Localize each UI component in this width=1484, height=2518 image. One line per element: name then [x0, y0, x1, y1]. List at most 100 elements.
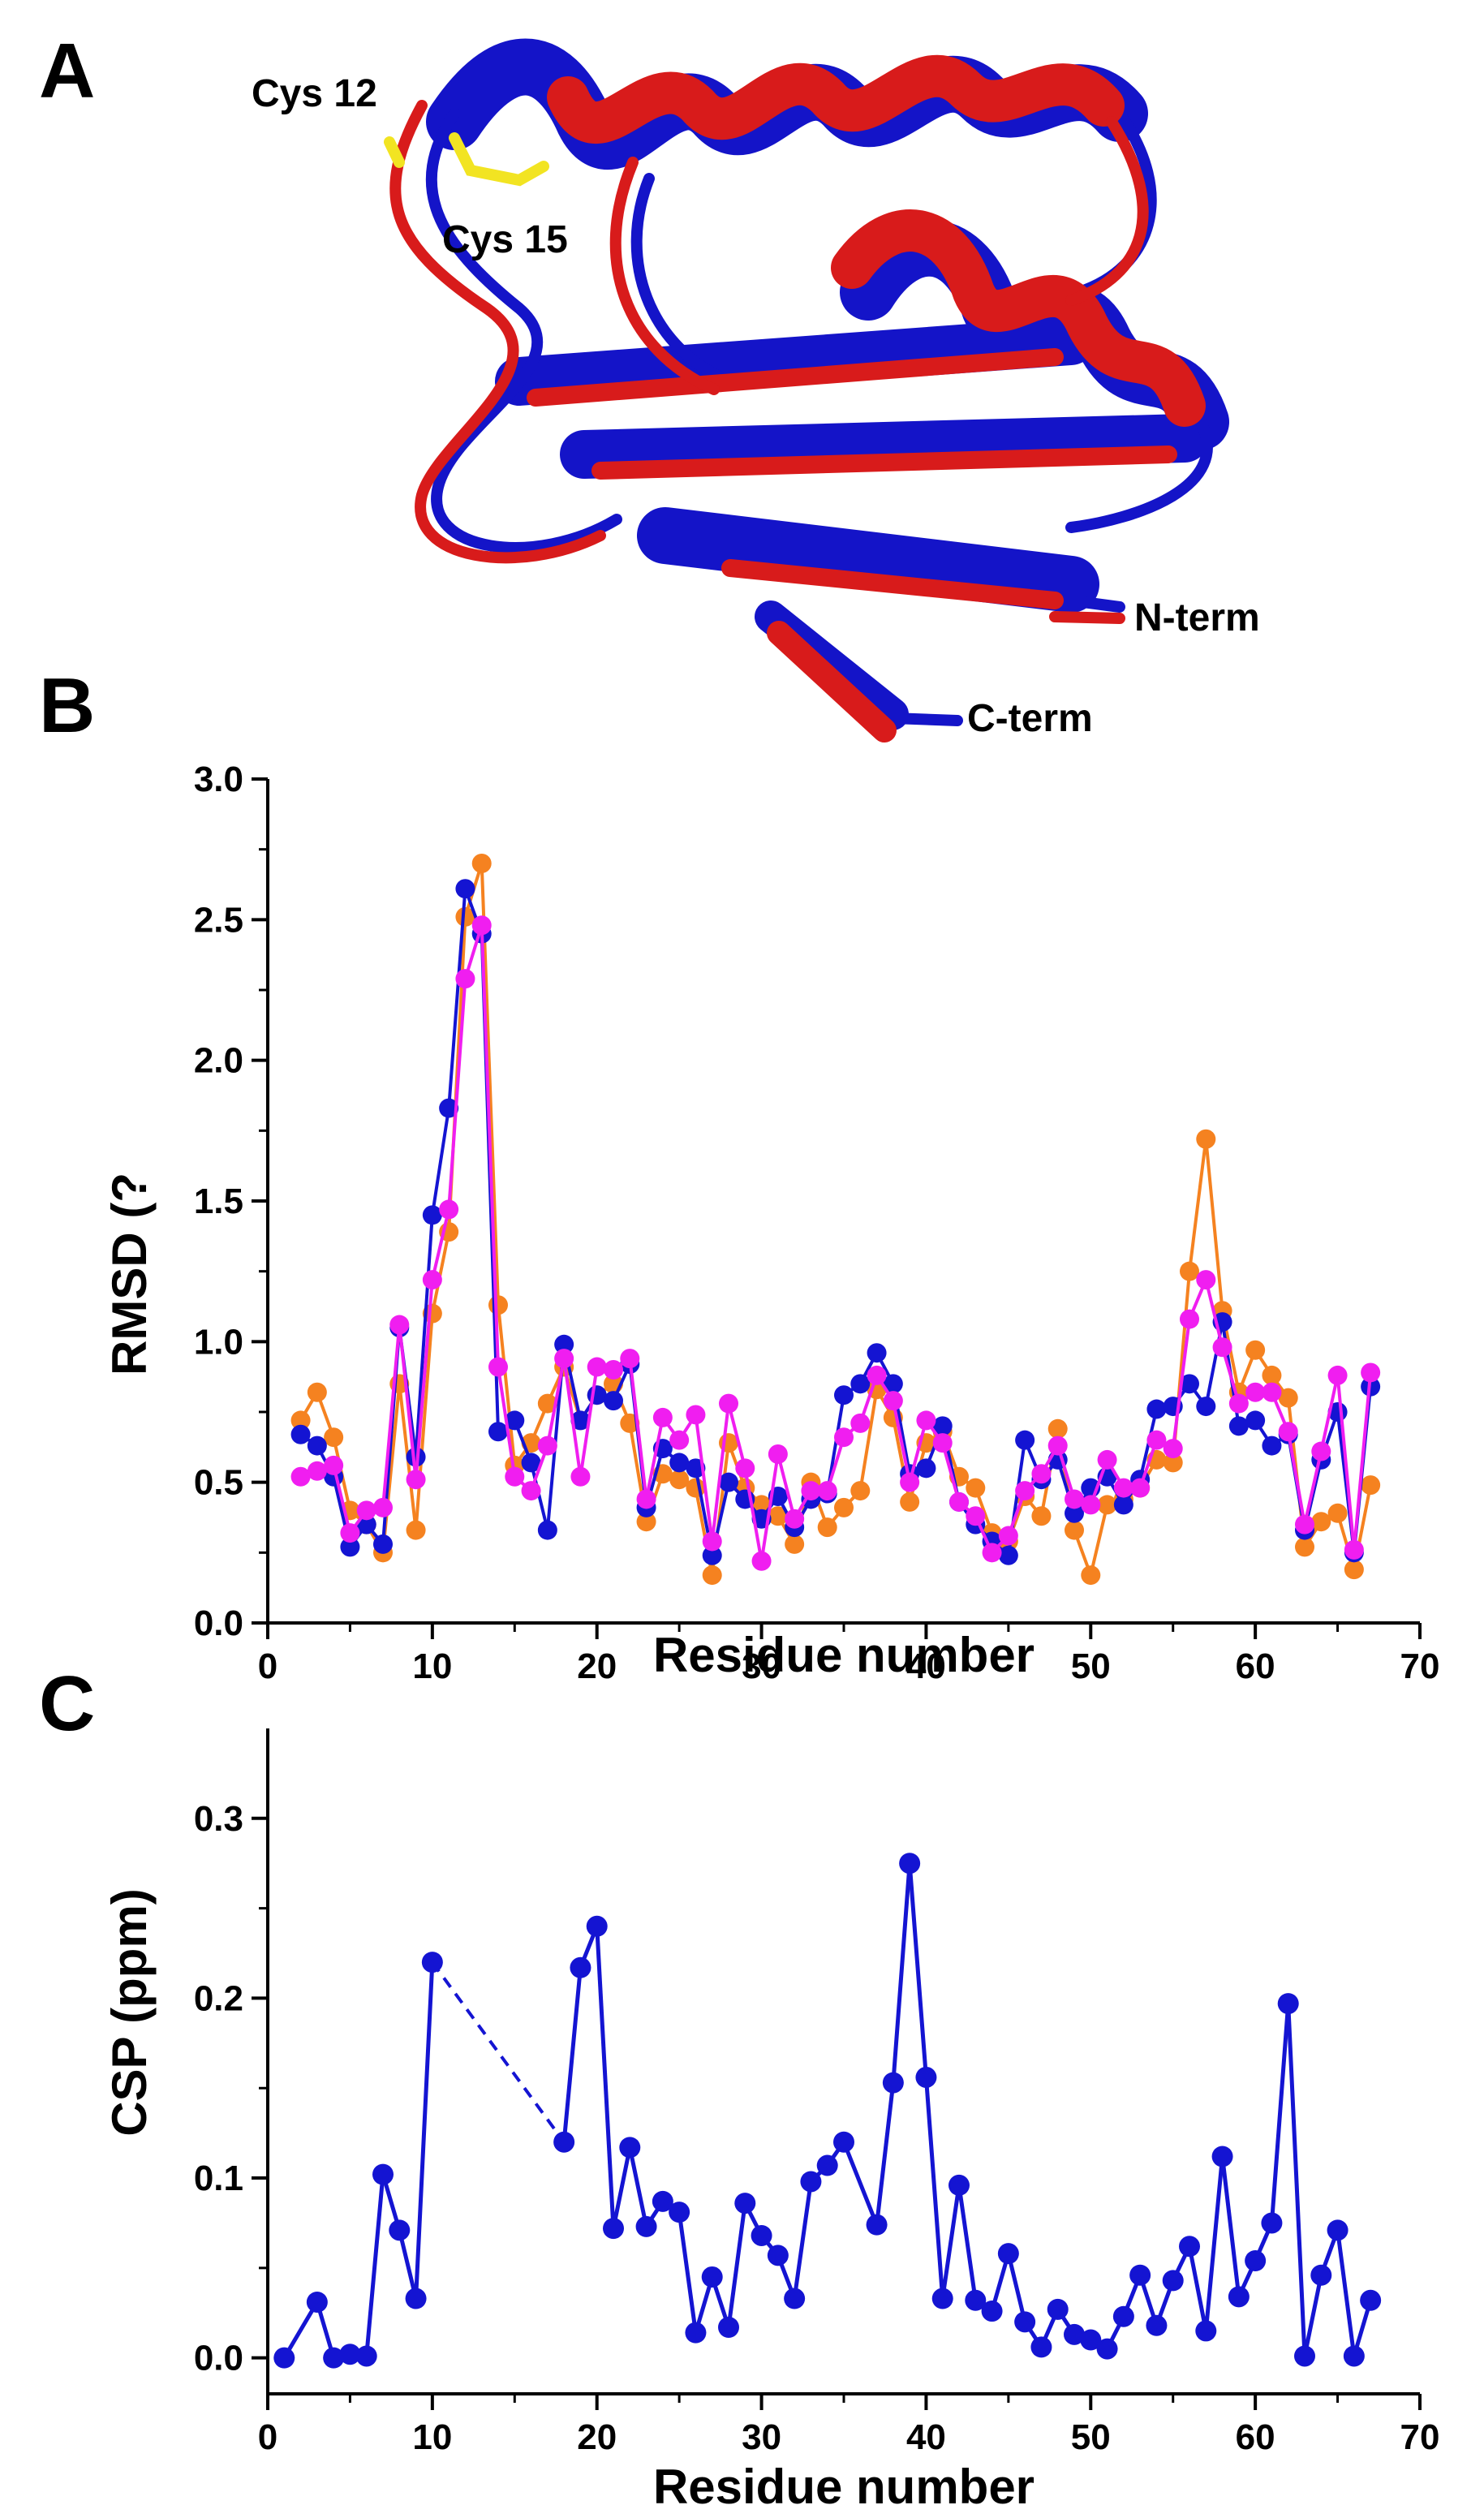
rmsd-point	[1180, 1374, 1199, 1394]
rmsd-line-segment	[447, 889, 467, 1108]
rmsd-point	[307, 1382, 327, 1402]
csp-line-segment	[923, 2077, 945, 2299]
csp-y-tick-label: 0.3	[194, 1799, 243, 1839]
rmsd-point	[785, 1509, 805, 1529]
csp-point	[899, 1853, 921, 1875]
rmsd-point	[1278, 1388, 1298, 1408]
cys12-label: Cys 12	[252, 72, 377, 115]
rmsd-line-segment	[1352, 1372, 1373, 1551]
csp-point	[1064, 2323, 1085, 2345]
rmsd-series-group	[290, 854, 1381, 1586]
rmsd-line-segment	[430, 1231, 451, 1315]
rmsd-x-axis-title: Residue number	[653, 1628, 1034, 1682]
rmsd-point	[1130, 1478, 1151, 1498]
csp-point	[1146, 2314, 1168, 2336]
csp-line-segment	[875, 2082, 896, 2225]
rmsd-point	[636, 1512, 656, 1532]
csp-line-segment	[677, 2211, 698, 2333]
csp-point	[1228, 2286, 1250, 2308]
csp-point	[553, 2131, 575, 2153]
rmsd-line-segment	[430, 1108, 451, 1216]
rmsd-y-tick-label: 0.0	[194, 1603, 243, 1643]
csp-point	[1360, 2289, 1382, 2311]
rmsd-point	[1311, 1441, 1331, 1461]
rmsd-point	[1065, 1489, 1084, 1509]
rmsd-point	[1163, 1439, 1183, 1459]
rmsd-point	[537, 1520, 557, 1540]
rmsd-line-segment	[710, 1403, 730, 1542]
rmsd-point	[834, 1497, 854, 1517]
rmsd-point	[1344, 1560, 1364, 1580]
csp-line-segment	[1187, 2245, 1208, 2331]
csp-point	[619, 2137, 641, 2159]
csp-point	[701, 2266, 723, 2288]
rmsd-line-segment	[497, 1367, 517, 1478]
csp-y-tick-label: 0.0	[194, 2339, 243, 2378]
rmsd-point	[669, 1430, 690, 1450]
rmsd-point	[373, 1497, 393, 1517]
csp-point	[784, 2288, 806, 2309]
rmsd-line-segment	[940, 1442, 961, 1503]
rmsd-point	[1065, 1503, 1084, 1523]
rmsd-point	[554, 1334, 574, 1354]
rmsd-point	[1065, 1520, 1084, 1540]
rmsd-line-segment	[1319, 1375, 1340, 1452]
rmsd-point	[1327, 1365, 1348, 1385]
rmsd-x-tick-label: 70	[1400, 1646, 1440, 1686]
csp-point	[323, 2347, 345, 2369]
rmsd-line-segment	[447, 978, 467, 1210]
rmsd-point	[620, 1349, 640, 1369]
rmsd-point	[521, 1481, 541, 1501]
rmsd-point	[604, 1360, 623, 1380]
rmsd-point	[1113, 1478, 1133, 1498]
rmsd-point	[702, 1565, 722, 1586]
rmsd-line-segment	[1188, 1138, 1208, 1272]
rmsd-series-orange	[290, 854, 1381, 1586]
rmsd-point	[406, 1470, 426, 1490]
rmsd-point	[751, 1551, 772, 1571]
csp-line-segment	[726, 2202, 747, 2328]
rmsd-x-tick-label: 40	[906, 1646, 946, 1686]
rmsd-point	[1015, 1481, 1035, 1501]
csp-line-segment	[1336, 2230, 1357, 2357]
rmsd-point	[636, 1489, 656, 1509]
rmsd-point	[801, 1481, 821, 1501]
csp-point	[751, 2224, 772, 2246]
rmsd-point	[785, 1534, 805, 1554]
rmsd-line-segment	[332, 1465, 352, 1534]
csp-line-segment	[397, 2229, 419, 2300]
rmsd-line-segment	[529, 1461, 549, 1531]
rmsd-line-segment	[1171, 1319, 1191, 1449]
csp-point	[965, 2289, 987, 2311]
csp-line-segment	[957, 2184, 978, 2301]
rmsd-line-segment	[743, 1467, 764, 1562]
rmsd-point	[834, 1385, 854, 1405]
rmsd-point	[1245, 1340, 1266, 1360]
csp-point	[1195, 2320, 1217, 2342]
rmsd-point	[505, 1410, 525, 1431]
csp-line-segment	[1203, 2156, 1225, 2331]
csp-point	[355, 2345, 377, 2367]
rmsd-point	[1311, 1512, 1331, 1532]
csp-line-segment	[1286, 2003, 1307, 2357]
rmsd-line-segment	[1204, 1138, 1224, 1311]
rmsd-point	[1212, 1337, 1232, 1358]
csp-point	[306, 2291, 328, 2313]
csp-line-segment	[282, 2301, 320, 2359]
rmsd-point	[1361, 1475, 1381, 1496]
csp-point	[997, 2243, 1019, 2265]
rmsd-point	[900, 1491, 920, 1512]
rmsd-chart: 0 10 20 30 40 50 60 70 0.0 0.5 1.0 1.5 2.0 2.5 3.0 Res…	[102, 760, 1440, 1686]
csp-point	[372, 2163, 394, 2185]
rmsd-point	[324, 1455, 344, 1475]
csp-line-segment	[1269, 2003, 1291, 2223]
rmsd-x-tick-label: 50	[1071, 1646, 1111, 1686]
rmsd-point	[455, 906, 475, 927]
csp-point	[1162, 2270, 1184, 2292]
csp-point	[1112, 2305, 1134, 2327]
csp-point	[981, 2301, 1003, 2322]
rmsd-point	[1097, 1449, 1117, 1470]
rmsd-y-tick-label: 1.5	[194, 1182, 243, 1221]
csp-line-segment	[611, 2146, 632, 2229]
csp-x-tick-label: 10	[412, 2417, 452, 2457]
